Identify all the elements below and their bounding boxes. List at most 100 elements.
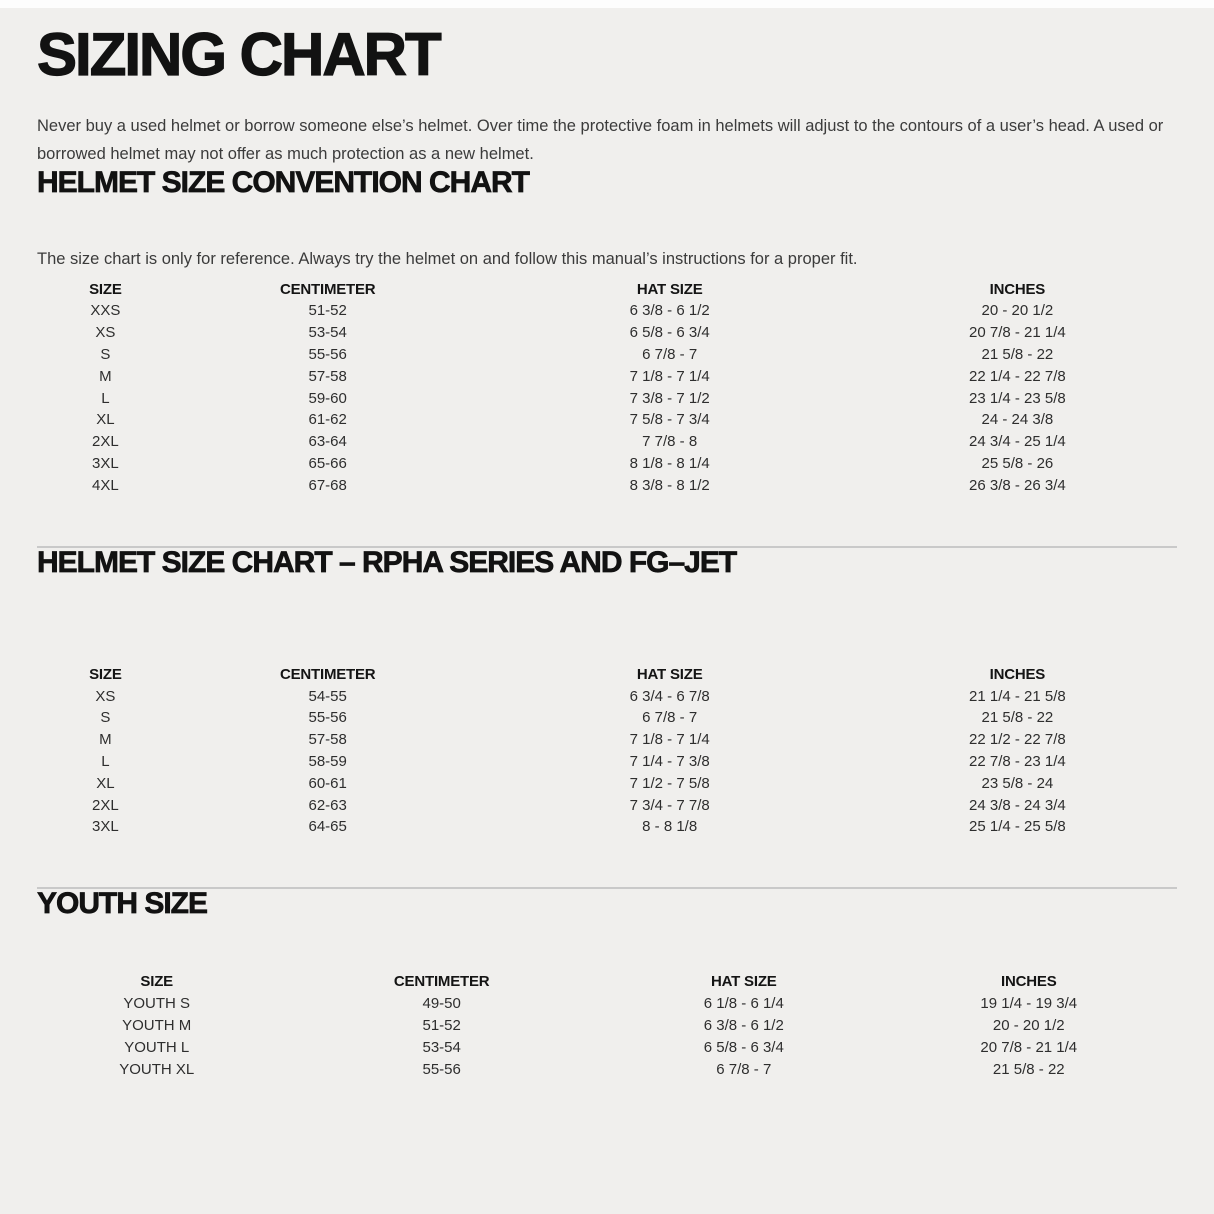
- table-row: 4XL 67-68 8 3/8 - 8 1/2 26 3/8 - 26 3/4: [37, 474, 1177, 496]
- table-cell: 6 3/4 - 6 7/8: [629, 687, 710, 705]
- table-row: S 55-56 6 7/8 - 7 21 5/8 - 22: [37, 707, 1177, 729]
- table-cell: XS: [95, 687, 116, 705]
- table-cell: 6 5/8 - 6 3/4: [703, 1038, 784, 1056]
- table-row: 2XL 63-64 7 7/8 - 8 24 3/4 - 25 1/4: [37, 431, 1177, 453]
- table-cell: 21 5/8 - 22: [981, 709, 1054, 727]
- table-cell: 20 7/8 - 21 1/4: [980, 1038, 1078, 1056]
- table-cell: 65-66: [308, 454, 347, 472]
- section-helmet-size-convention: HELMET SIZE CONVENTION CHART The size ch…: [37, 166, 1177, 496]
- table-cell: 6 7/8 - 7: [642, 345, 698, 363]
- table-row: M 57-58 7 1/8 - 7 1/4 22 1/2 - 22 7/8: [37, 729, 1177, 751]
- table-cell: 2XL: [92, 433, 119, 451]
- table-row: YOUTH XL 55-56 6 7/8 - 7 21 5/8 - 22: [37, 1058, 1177, 1080]
- table-cell: 58-59: [308, 752, 347, 770]
- table-cell: 22 1/4 - 22 7/8: [969, 367, 1066, 385]
- page-title: SIZING CHART: [36, 21, 442, 88]
- table-cell: 24 3/4 - 25 1/4: [969, 433, 1066, 451]
- table-cell: YOUTH XL: [119, 1060, 195, 1078]
- table-cell: 6 3/8 - 6 1/2: [629, 302, 710, 320]
- table-cell: 62-63: [308, 796, 347, 814]
- table-row: 3XL 64-65 8 - 8 1/8 25 1/4 - 25 5/8: [37, 816, 1177, 838]
- section-heading-youth: YOUTH SIZE: [37, 886, 209, 920]
- table-cell: 6 1/8 - 6 1/4: [703, 995, 784, 1013]
- table-row: S 55-56 6 7/8 - 7 21 5/8 - 22: [37, 344, 1177, 366]
- table-cell: 7 7/8 - 8: [642, 433, 698, 451]
- table-cell: 19 1/4 - 19 3/4: [980, 995, 1078, 1013]
- section-heading-convention: HELMET SIZE CONVENTION CHART: [37, 166, 531, 199]
- table-cell: M: [99, 731, 112, 749]
- table-row: XS 53-54 6 5/8 - 6 3/4 20 7/8 - 21 1/4: [37, 322, 1177, 344]
- table-cell: 6 7/8 - 7: [642, 709, 698, 727]
- table-cell: 25 5/8 - 26: [981, 454, 1054, 472]
- table-cell: S: [100, 345, 111, 363]
- table-cell: 59-60: [308, 389, 347, 407]
- table-cell: 7 1/8 - 7 1/4: [629, 731, 710, 749]
- table-cell: 26 3/8 - 26 3/4: [969, 476, 1066, 494]
- table-row: XXS 51-52 6 3/8 - 6 1/2 20 - 20 1/2: [37, 300, 1177, 322]
- table-cell: 64-65: [308, 818, 347, 836]
- table-cell: 8 3/8 - 8 1/2: [629, 476, 710, 494]
- table-cell: 3XL: [92, 454, 119, 472]
- table-row: YOUTH M 51-52 6 3/8 - 6 1/2 20 - 20 1/2: [37, 1015, 1177, 1037]
- table-cell: 21 1/4 - 21 5/8: [969, 687, 1066, 705]
- table-cell: XL: [96, 411, 115, 429]
- column-header: HAT SIZE: [636, 280, 703, 298]
- sizing-chart-page: SIZING CHART Never buy a used helmet or …: [0, 8, 1214, 1214]
- table-cell: 8 - 8 1/8: [642, 818, 698, 836]
- table-row: 2XL 62-63 7 3/4 - 7 7/8 24 3/8 - 24 3/4: [37, 794, 1177, 816]
- table-cell: 24 3/8 - 24 3/4: [969, 796, 1066, 814]
- table-cell: 6 7/8 - 7: [716, 1060, 772, 1078]
- table-cell: 55-56: [422, 1060, 461, 1078]
- table-cell: 7 3/8 - 7 1/2: [629, 389, 710, 407]
- table-cell: 7 1/8 - 7 1/4: [629, 367, 710, 385]
- table-cell: 6 5/8 - 6 3/4: [629, 324, 710, 342]
- table-cell: 57-58: [308, 731, 347, 749]
- table-cell: 51-52: [422, 1016, 461, 1034]
- table-row: 3XL 65-66 8 1/8 - 8 1/4 25 5/8 - 26: [37, 453, 1177, 475]
- table-cell: 20 7/8 - 21 1/4: [969, 324, 1066, 342]
- column-header: SIZE: [89, 280, 122, 298]
- table-cell: XXS: [90, 302, 121, 320]
- table-cell: YOUTH L: [124, 1038, 190, 1056]
- table-row: L 58-59 7 1/4 - 7 3/8 22 7/8 - 23 1/4: [37, 751, 1177, 773]
- column-header: CENTIMETER: [393, 973, 490, 991]
- column-header: SIZE: [89, 665, 122, 683]
- table-cell: 53-54: [422, 1038, 461, 1056]
- table-cell: 7 1/4 - 7 3/8: [629, 752, 710, 770]
- table-cell: 22 1/2 - 22 7/8: [969, 731, 1066, 749]
- table-cell: 20 - 20 1/2: [992, 1016, 1065, 1034]
- column-header: CENTIMETER: [279, 665, 376, 683]
- table-cell: 24 - 24 3/8: [981, 411, 1054, 429]
- table-cell: 8 1/8 - 8 1/4: [629, 454, 710, 472]
- column-header: HAT SIZE: [710, 973, 777, 991]
- table-cell: XL: [96, 774, 115, 792]
- rpha-size-table: SIZE CENTIMETER HAT SIZE INCHES XS 54-55 6 3/4…: [37, 663, 1177, 838]
- table-cell: 7 3/4 - 7 7/8: [629, 796, 710, 814]
- table-row: YOUTH L 53-54 6 5/8 - 6 3/4 20 7/8 - 21 1/4: [37, 1036, 1177, 1058]
- table-cell: XS: [95, 324, 116, 342]
- table-header-row: SIZE CENTIMETER HAT SIZE INCHES: [37, 278, 1177, 300]
- table-row: XL 61-62 7 5/8 - 7 3/4 24 - 24 3/8: [37, 409, 1177, 431]
- section-youth-size: YOUTH SIZE SIZE CENTIMETER HAT SIZE INCHES Y…: [37, 886, 1177, 1080]
- table-cell: YOUTH S: [123, 995, 191, 1013]
- table-cell: 54-55: [308, 687, 347, 705]
- table-cell: 61-62: [308, 411, 347, 429]
- table-cell: L: [101, 752, 110, 770]
- table-cell: S: [100, 709, 111, 727]
- table-cell: 21 5/8 - 22: [992, 1060, 1065, 1078]
- intro-paragraph: Never buy a used helmet or borrow someon…: [37, 117, 1164, 163]
- table-row: L 59-60 7 3/8 - 7 1/2 23 1/4 - 23 5/8: [37, 387, 1177, 409]
- table-cell: 23 1/4 - 23 5/8: [969, 389, 1066, 407]
- table-header-row: SIZE CENTIMETER HAT SIZE INCHES: [37, 663, 1177, 685]
- table-cell: 67-68: [308, 476, 347, 494]
- table-row: XS 54-55 6 3/4 - 6 7/8 21 1/4 - 21 5/8: [37, 685, 1177, 707]
- table-header-row: SIZE CENTIMETER HAT SIZE INCHES: [37, 971, 1177, 993]
- table-cell: 6 3/8 - 6 1/2: [703, 1016, 784, 1034]
- convention-size-table: SIZE CENTIMETER HAT SIZE INCHES XXS 51-52 6 3/…: [37, 278, 1177, 496]
- column-header: SIZE: [140, 973, 173, 991]
- table-cell: 57-58: [308, 367, 347, 385]
- table-cell: M: [99, 367, 112, 385]
- top-white-strip: [0, 0, 1214, 8]
- column-header: INCHES: [1001, 973, 1057, 991]
